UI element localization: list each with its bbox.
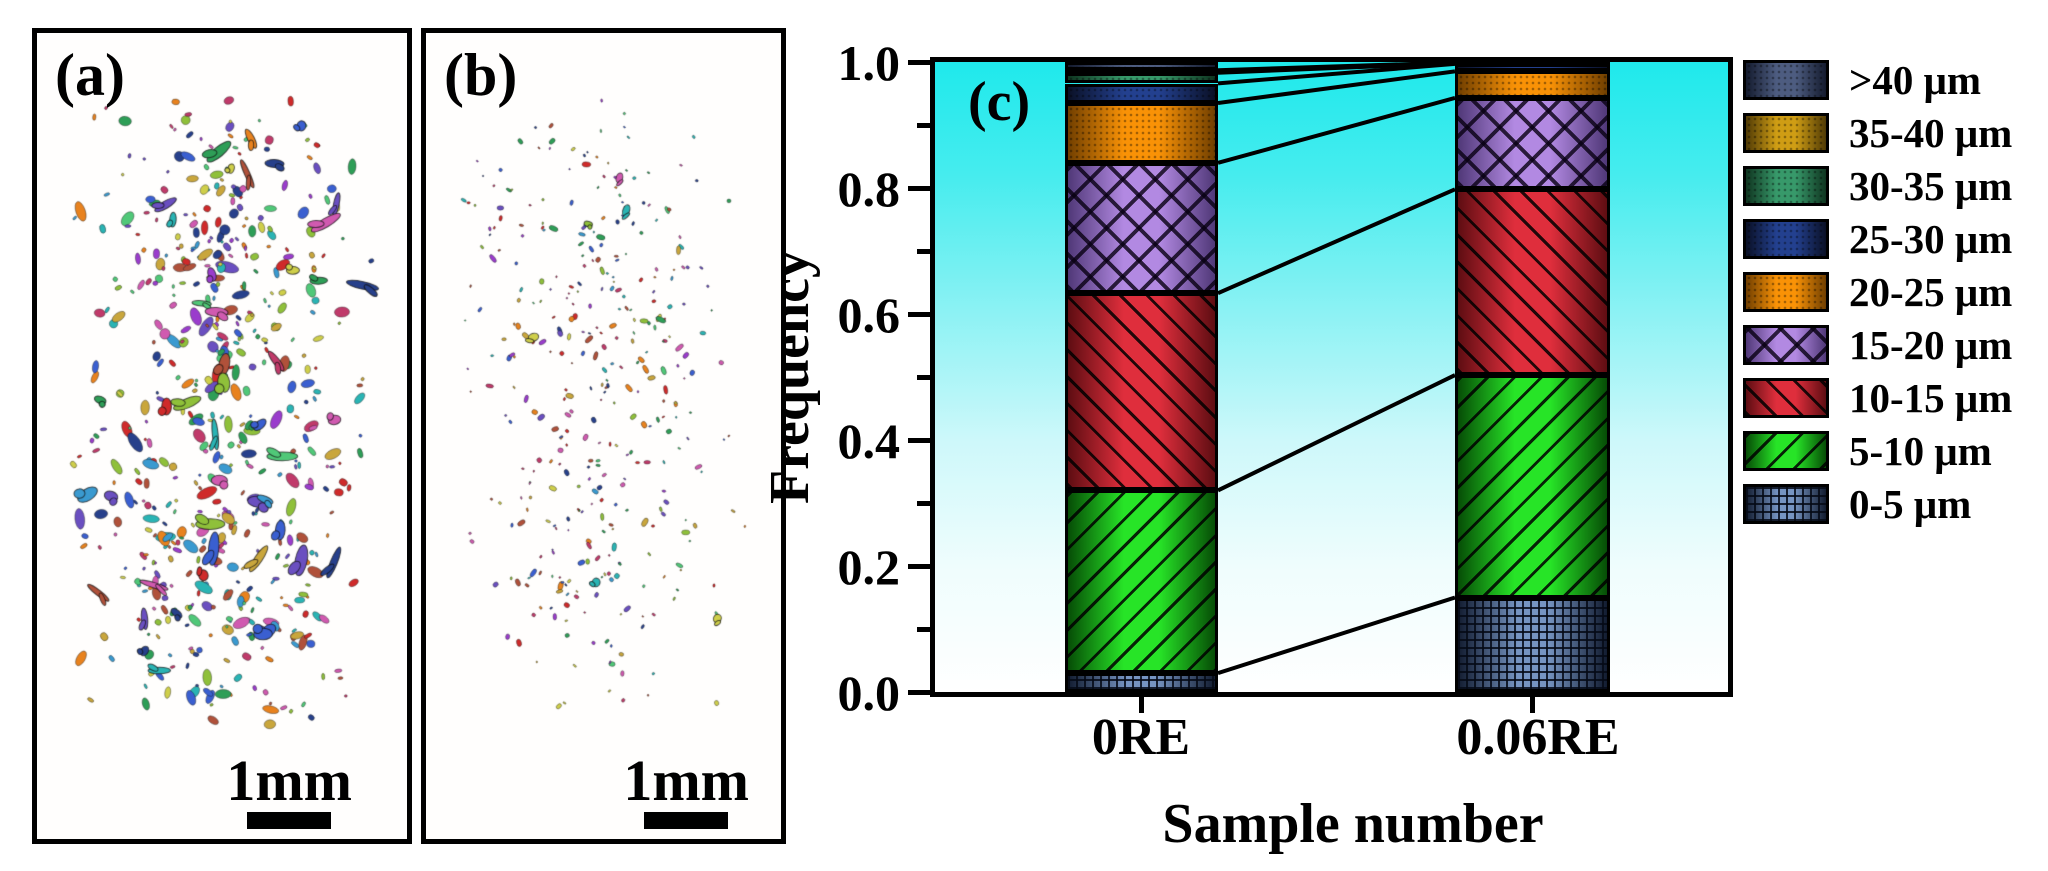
y-major-tick bbox=[908, 59, 930, 65]
bar-0.06RE bbox=[1455, 56, 1610, 692]
connector-line bbox=[1218, 95, 1455, 165]
y-axis-title: Frequency bbox=[759, 249, 821, 505]
bar-segment-10-15μm bbox=[1455, 189, 1610, 376]
panel-b-particle-image bbox=[426, 33, 781, 839]
bar-segment->40μm bbox=[1065, 62, 1218, 71]
x-tick bbox=[1139, 697, 1144, 713]
bar-segment-25-30μm bbox=[1065, 83, 1218, 103]
y-major-tick bbox=[908, 437, 930, 443]
connector-line bbox=[1218, 62, 1455, 73]
bar-segment-0-5μm bbox=[1455, 597, 1610, 692]
bar-segment-25-30μm bbox=[1455, 63, 1610, 72]
legend-label: 25-30 μm bbox=[1849, 215, 2013, 262]
y-major-tick bbox=[908, 563, 930, 569]
panel-a: (a) 1mm bbox=[32, 28, 412, 844]
y-tick-label: 0.0 bbox=[837, 665, 901, 721]
bar-segment-20-25μm bbox=[1065, 102, 1218, 163]
legend: >40 μm 35-40 μm 30-35 μm 25-30 μm 20-25 μm 15… bbox=[1743, 56, 2013, 527]
connector-line bbox=[1218, 62, 1455, 86]
legend-swatch-icon bbox=[1743, 272, 1829, 312]
bar-segment-0-5μm bbox=[1065, 673, 1218, 692]
y-major-tick bbox=[908, 185, 930, 191]
panel-a-particle-image bbox=[37, 33, 407, 839]
legend-item: 30-35 μm bbox=[1743, 162, 2013, 209]
legend-label: 30-35 μm bbox=[1849, 162, 2013, 209]
legend-swatch-icon bbox=[1743, 325, 1829, 365]
panel-b-scale-text: 1mm bbox=[623, 748, 749, 813]
legend-swatch-icon bbox=[1743, 166, 1829, 206]
bar-0RE bbox=[1065, 62, 1218, 692]
y-tick-label: 0.8 bbox=[837, 161, 901, 217]
bar-segment-10-15μm bbox=[1065, 293, 1218, 491]
panel-a-scale-bar bbox=[247, 812, 332, 829]
connector-lines bbox=[1218, 62, 1455, 676]
legend-swatch-icon bbox=[1743, 60, 1829, 100]
bars-layer bbox=[935, 56, 1728, 692]
y-minor-tick bbox=[917, 248, 930, 254]
connector-line bbox=[1218, 373, 1455, 493]
legend-item: 20-25 μm bbox=[1743, 268, 2013, 315]
legend-item: 25-30 μm bbox=[1743, 215, 2013, 262]
y-tick-label: 0.2 bbox=[837, 539, 901, 595]
legend-label: 20-25 μm bbox=[1849, 268, 2013, 315]
legend-item: 0-5 μm bbox=[1743, 480, 2012, 527]
legend-label: >40 μm bbox=[1849, 56, 1982, 103]
bar-segment-5-10μm bbox=[1065, 490, 1218, 674]
bar-segment-15-20μm bbox=[1455, 98, 1610, 190]
x-tick bbox=[1530, 697, 1535, 713]
panel-b: (b) 1mm bbox=[421, 28, 786, 844]
legend-label: 5-10 μm bbox=[1849, 427, 1992, 474]
legend-item: >40 μm bbox=[1743, 56, 2012, 103]
x-category-label-0RE: 0RE bbox=[1091, 709, 1191, 766]
y-minor-tick bbox=[917, 500, 930, 506]
bar-segment-5-10μm bbox=[1455, 375, 1610, 598]
connector-line bbox=[1218, 595, 1455, 676]
legend-item: 10-15 μm bbox=[1743, 374, 2013, 421]
legend-swatch-icon bbox=[1743, 378, 1829, 418]
legend-label: 35-40 μm bbox=[1849, 109, 2013, 156]
y-minor-tick bbox=[917, 374, 930, 380]
panel-b-label: (b) bbox=[444, 42, 518, 108]
legend-item: 35-40 μm bbox=[1743, 109, 2013, 156]
y-major-tick bbox=[908, 311, 930, 317]
legend-label: 0-5 μm bbox=[1849, 480, 1972, 527]
connector-line bbox=[1218, 69, 1455, 105]
connector-line bbox=[1218, 187, 1455, 296]
x-axis-title: Sample number bbox=[1162, 793, 1544, 855]
panel-b-scalebox: 1mm bbox=[623, 752, 749, 829]
legend-label: 10-15 μm bbox=[1849, 374, 2013, 421]
y-tick-label: 0.6 bbox=[837, 287, 901, 343]
legend-swatch-icon bbox=[1743, 219, 1829, 259]
panel-b-scale-bar bbox=[644, 812, 729, 829]
legend-swatch-icon bbox=[1743, 113, 1829, 153]
y-minor-tick bbox=[917, 122, 930, 128]
bar-segment->40μm bbox=[1455, 56, 1610, 63]
bar-segment-30-35μm bbox=[1065, 72, 1218, 84]
panel-a-label: (a) bbox=[55, 42, 125, 108]
legend-swatch-icon bbox=[1743, 484, 1829, 524]
bar-segment-20-25μm bbox=[1455, 71, 1610, 98]
legend-item: 15-20 μm bbox=[1743, 321, 2013, 368]
panel-c-label: (c) bbox=[968, 71, 1031, 133]
y-tick-label: 1.0 bbox=[837, 35, 901, 91]
y-tick-label: 0.4 bbox=[837, 413, 901, 469]
bar-segment-15-20μm bbox=[1065, 162, 1218, 294]
panel-a-scale-text: 1mm bbox=[226, 748, 352, 813]
legend-label: 15-20 μm bbox=[1849, 321, 2013, 368]
x-category-label-0.06RE: 0.06RE bbox=[1456, 709, 1620, 766]
panel-a-scalebox: 1mm bbox=[226, 752, 352, 829]
y-major-tick bbox=[908, 689, 930, 695]
legend-swatch-icon bbox=[1743, 431, 1829, 471]
y-minor-tick bbox=[917, 626, 930, 632]
legend-item: 5-10 μm bbox=[1743, 427, 2012, 474]
